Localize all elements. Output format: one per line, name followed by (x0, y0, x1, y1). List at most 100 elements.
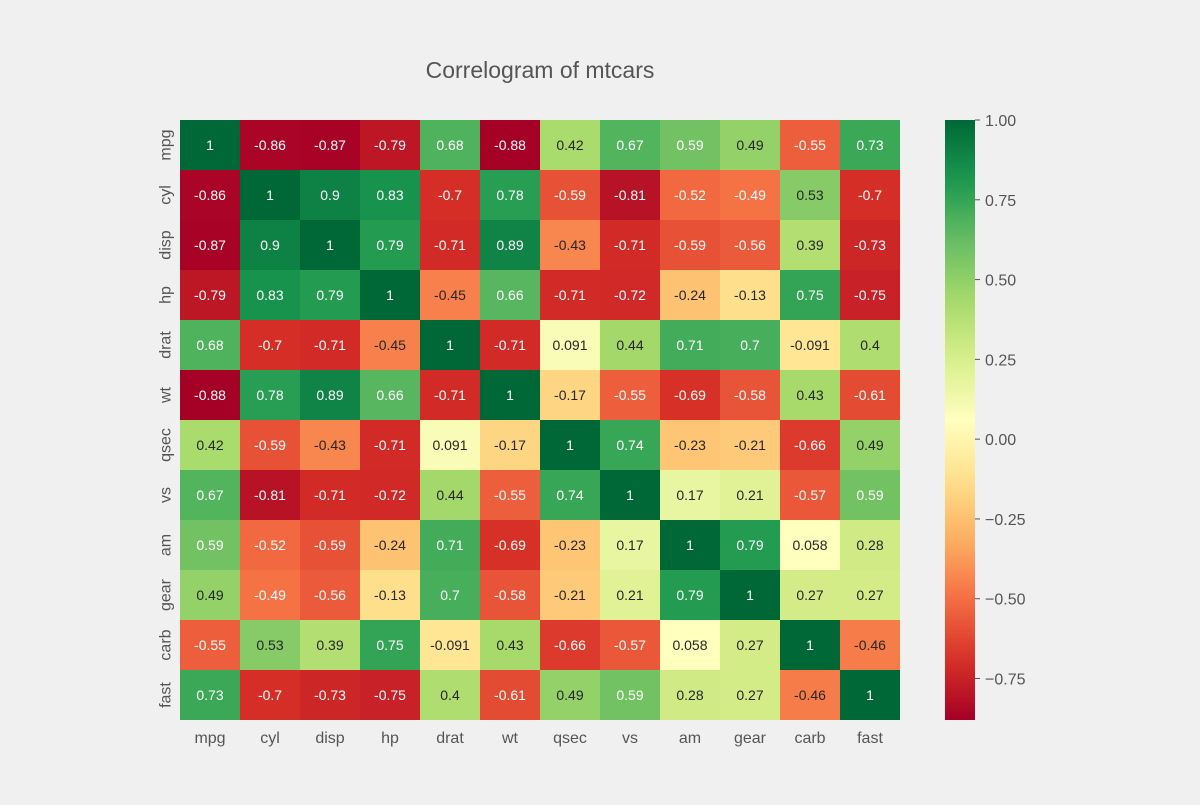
cell-value-label: 0.42 (196, 437, 223, 453)
cell-value-label: -0.55 (494, 487, 526, 503)
cell-value-label: 0.71 (436, 537, 463, 553)
cell-value-label: -0.59 (554, 187, 586, 203)
cell-value-label: 0.68 (436, 137, 463, 153)
cell-value-label: 0.43 (496, 637, 523, 653)
heatmap-cell-vs-cyl (240, 470, 300, 520)
heatmap-cell-am-cyl (240, 520, 300, 570)
heatmap-cell-qsec-wt (480, 420, 540, 470)
y-tick-label: hp (158, 286, 175, 304)
heatmap-cell-cyl-wt (480, 170, 540, 220)
cell-value-label: -0.88 (194, 387, 226, 403)
cell-value-label: -0.86 (194, 187, 226, 203)
cell-value-label: -0.71 (374, 437, 406, 453)
heatmap-cell-drat-drat (420, 320, 480, 370)
cell-value-label: -0.87 (314, 137, 346, 153)
cell-value-label: 0.79 (736, 537, 763, 553)
cell-value-label: 0.53 (256, 637, 283, 653)
cell-value-label: -0.17 (554, 387, 586, 403)
cell-value-label: 0.83 (376, 187, 403, 203)
cell-value-label: 0.59 (196, 537, 223, 553)
heatmap-cell-wt-am (660, 370, 720, 420)
cell-value-label: 1 (206, 137, 214, 153)
cell-value-label: 0.43 (796, 387, 823, 403)
heatmap-cell-gear-disp (300, 570, 360, 620)
heatmap-cell-disp-wt (480, 220, 540, 270)
cell-value-label: 0.89 (496, 237, 523, 253)
heatmap-cell-am-vs (600, 520, 660, 570)
heatmap-cell-qsec-disp (300, 420, 360, 470)
y-tick-label: qsec (158, 428, 175, 462)
cell-value-label: 0.89 (316, 387, 343, 403)
heatmap-annotations: 1 -0.86 -0.87 -0.79 0.68 -0.88 0.42 0.67 0.59 0.4… (194, 137, 886, 703)
cell-value-label: -0.71 (554, 287, 586, 303)
heatmap-cell-drat-wt (480, 320, 540, 370)
heatmap-cell-cyl-mpg (180, 170, 240, 220)
cell-value-label: -0.7 (858, 187, 882, 203)
heatmap-cell-wt-fast (840, 370, 900, 420)
heatmap-cell-vs-disp (300, 470, 360, 520)
cell-value-label: -0.13 (374, 587, 406, 603)
heatmap-cell-cyl-vs (600, 170, 660, 220)
y-tick-label: gear (158, 578, 175, 611)
heatmap-cell-vs-mpg (180, 470, 240, 520)
cell-value-label: -0.81 (254, 487, 286, 503)
cell-value-label: 0.74 (616, 437, 643, 453)
heatmap-cell-qsec-am (660, 420, 720, 470)
cell-value-label: 0.9 (260, 237, 280, 253)
cell-value-label: -0.88 (494, 137, 526, 153)
cell-value-label: -0.86 (254, 137, 286, 153)
cell-value-label: -0.52 (254, 537, 286, 553)
y-axis-tick-labels: mpg cyl disp hp drat wt qsec vs am gear carb fast (158, 129, 175, 707)
cell-value-label: 0.49 (556, 687, 583, 703)
x-tick-label: drat (436, 730, 464, 747)
cell-value-label: 0.67 (616, 137, 643, 153)
x-tick-label: wt (501, 730, 519, 747)
heatmap-cell-carb-am (660, 620, 720, 670)
x-tick-label: qsec (553, 730, 587, 747)
cell-value-label: 0.27 (856, 587, 883, 603)
heatmap-cell-carb-drat (420, 620, 480, 670)
heatmap-cell-am-fast (840, 520, 900, 570)
heatmap-cell-wt-carb (780, 370, 840, 420)
cell-value-label: -0.7 (258, 337, 282, 353)
cell-value-label: 0.49 (856, 437, 883, 453)
heatmap-cell-fast-vs (600, 670, 660, 720)
cell-value-label: 0.058 (672, 637, 707, 653)
cell-value-label: -0.69 (494, 537, 526, 553)
cell-value-label: -0.52 (674, 187, 706, 203)
cell-value-label: -0.21 (734, 437, 766, 453)
heatmap-cell-hp-drat (420, 270, 480, 320)
heatmap-cell-hp-cyl (240, 270, 300, 320)
cell-value-label: -0.81 (614, 187, 646, 203)
heatmap-cell-drat-disp (300, 320, 360, 370)
heatmap-cell-drat-gear (720, 320, 780, 370)
cell-value-label: -0.45 (374, 337, 406, 353)
cell-value-label: -0.59 (254, 437, 286, 453)
cell-value-label: 1 (446, 337, 454, 353)
cell-value-label: -0.23 (674, 437, 706, 453)
heatmap-cell-hp-hp (360, 270, 420, 320)
cell-value-label: -0.73 (314, 687, 346, 703)
cell-value-label: 0.71 (676, 337, 703, 353)
cell-value-label: 0.27 (796, 587, 823, 603)
heatmap-cell-fast-am (660, 670, 720, 720)
heatmap-cell-gear-vs (600, 570, 660, 620)
heatmap-cell-gear-fast (840, 570, 900, 620)
cell-value-label: 0.83 (256, 287, 283, 303)
cell-value-label: 0.74 (556, 487, 583, 503)
heatmap-cell-hp-vs (600, 270, 660, 320)
y-tick-label: drat (158, 331, 175, 359)
cell-value-label: -0.79 (374, 137, 406, 153)
cell-value-label: 0.59 (616, 687, 643, 703)
cell-value-label: 0.39 (796, 237, 823, 253)
cell-value-label: 1 (626, 487, 634, 503)
heatmap-cell-qsec-fast (840, 420, 900, 470)
cell-value-label: 0.78 (496, 187, 523, 203)
cell-value-label: 0.44 (616, 337, 643, 353)
cell-value-label: -0.75 (854, 287, 886, 303)
heatmap-cell-gear-drat (420, 570, 480, 620)
cell-value-label: -0.57 (794, 487, 826, 503)
heatmap-cell-carb-carb (780, 620, 840, 670)
